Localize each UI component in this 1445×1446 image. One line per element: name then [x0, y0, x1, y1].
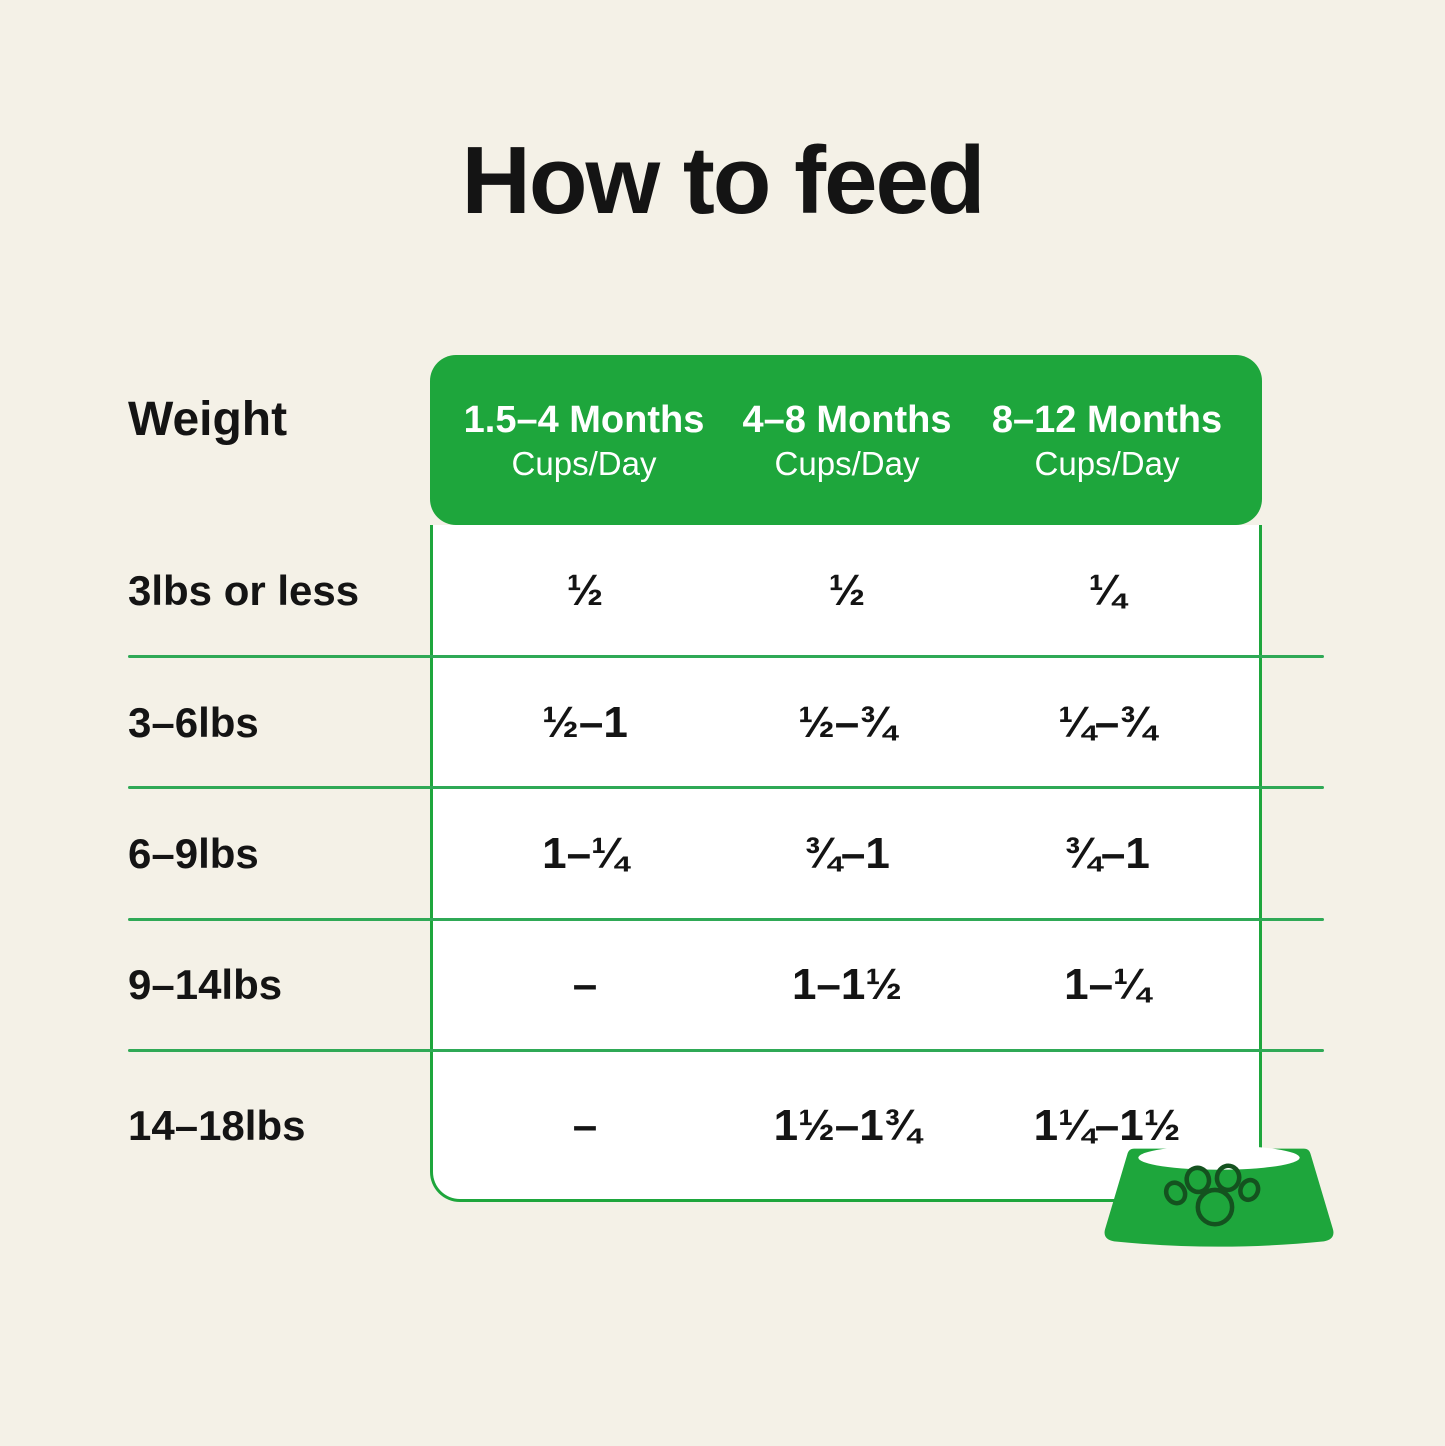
column-months-label: 4–8 Months — [742, 398, 952, 441]
table-cell: ½ — [828, 566, 866, 615]
row-weight-label: 9–14lbs — [128, 961, 283, 1008]
row-weight-label: 6–9lbs — [128, 830, 259, 877]
row-weight-label: 3–6lbs — [128, 699, 259, 746]
weight-column-header: Weight — [128, 393, 288, 446]
table-cell: – — [572, 960, 598, 1009]
table-body — [430, 525, 1262, 1202]
page-title: How to feed — [461, 127, 986, 234]
table-cell: ¾–1 — [1064, 829, 1150, 878]
column-unit-label: Cups/Day — [774, 444, 920, 482]
row-divider — [128, 655, 1324, 658]
table-cell: 1–1½ — [791, 960, 903, 1009]
bowl-body — [1104, 1148, 1334, 1247]
bowl-opening — [1138, 1145, 1300, 1170]
table-cell: – — [572, 1101, 598, 1150]
paw-print-icon — [1163, 1163, 1261, 1227]
column-months-label: 8–12 Months — [991, 398, 1223, 441]
dog-bowl-icon — [1104, 1145, 1334, 1247]
row-weight-label: 14–18lbs — [128, 1102, 306, 1149]
table-cell: ½–1 — [542, 698, 628, 747]
table-cell: 1½–1¾ — [773, 1101, 921, 1150]
table-cell: ¼ — [1088, 566, 1126, 615]
table-cell: ½ — [566, 566, 604, 615]
column-unit-label: Cups/Day — [1034, 444, 1180, 482]
column-months-label: 1.5–4 Months — [463, 398, 705, 441]
table-cell: ¾–1 — [804, 829, 890, 878]
table-cell: 1–¼ — [1064, 960, 1150, 1009]
column-header-3: 8–12 Months Cups/Day — [971, 355, 1243, 525]
row-weight-label: 3lbs or less — [128, 567, 360, 614]
table-cell: ¼–¾ — [1058, 698, 1156, 747]
table-cell: ½–¾ — [798, 698, 896, 747]
column-unit-label: Cups/Day — [511, 444, 657, 482]
table-cell: 1–¼ — [542, 829, 628, 878]
table-header: 1.5–4 Months Cups/Day 4–8 Months Cups/Da… — [430, 355, 1262, 525]
row-divider — [128, 786, 1324, 789]
row-divider — [128, 1049, 1324, 1052]
column-header-2: 4–8 Months Cups/Day — [711, 355, 983, 525]
table-cell: 1¼–1½ — [1033, 1101, 1181, 1150]
row-divider — [128, 918, 1324, 921]
column-header-1: 1.5–4 Months Cups/Day — [448, 355, 720, 525]
